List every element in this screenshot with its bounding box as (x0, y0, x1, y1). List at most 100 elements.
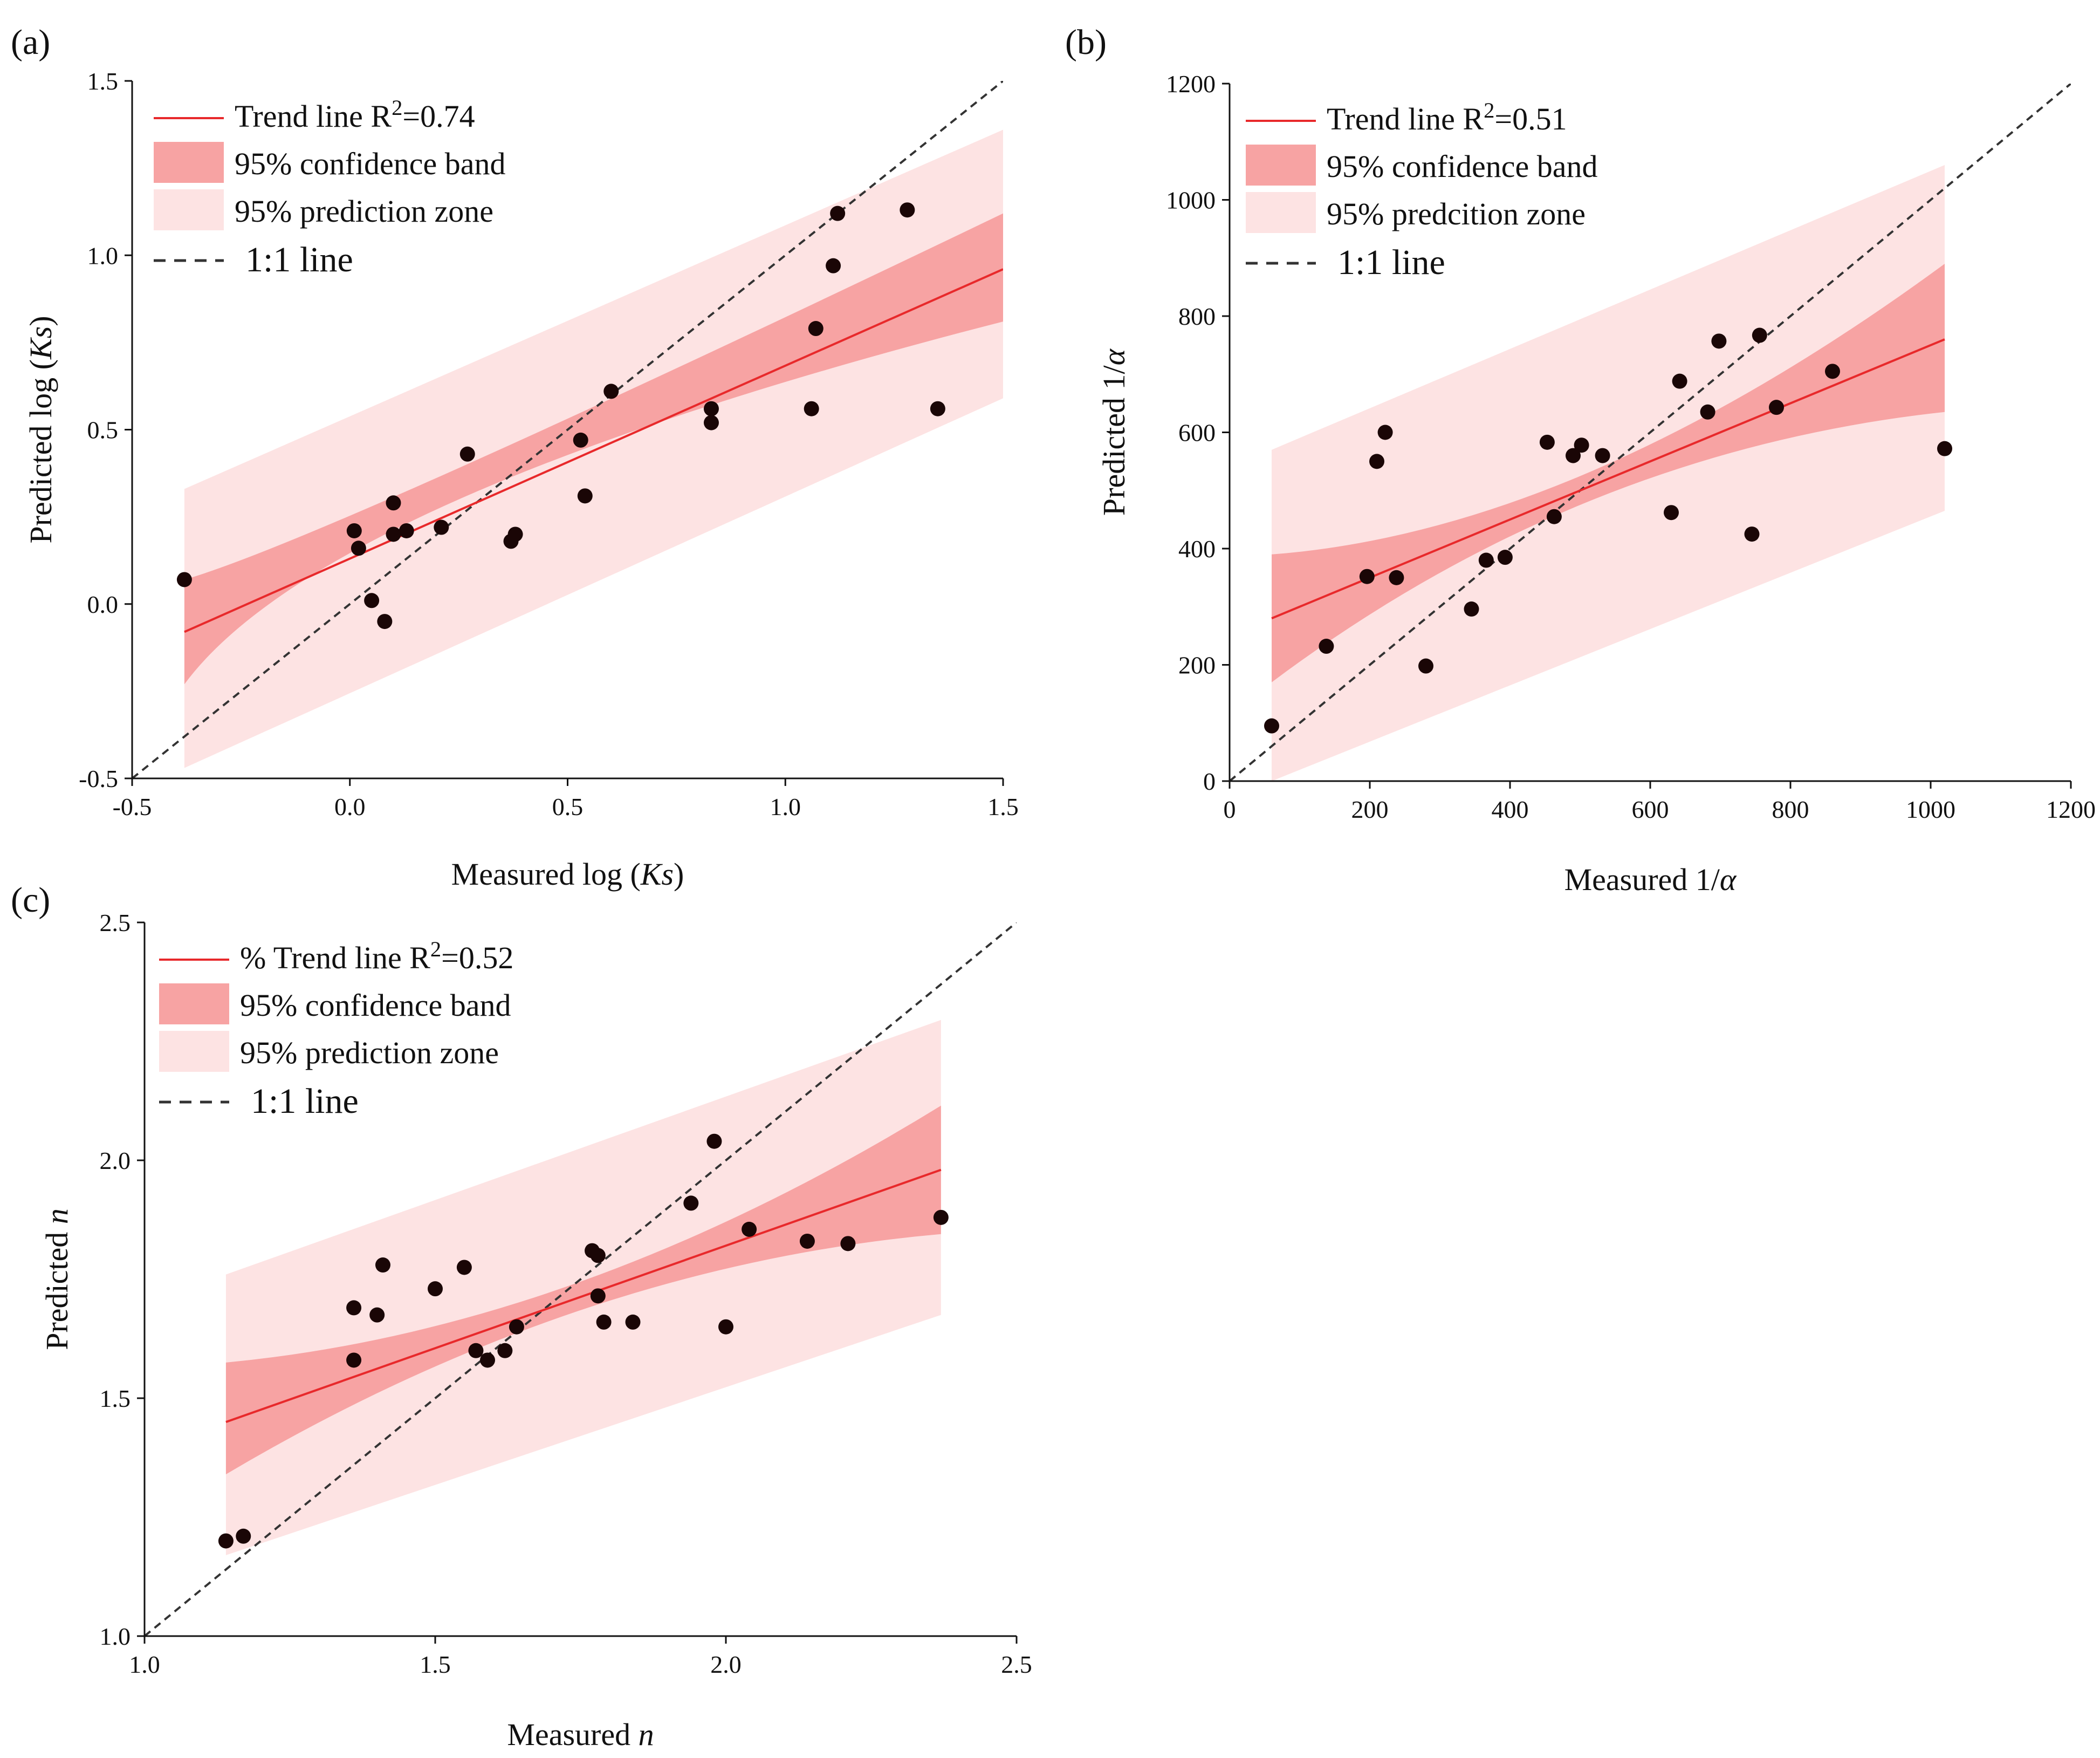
legend-prediction-label: 95% prediction zone (235, 194, 493, 229)
data-point (742, 1221, 757, 1237)
data-point (1359, 569, 1375, 584)
x-tick-label: 2.0 (710, 1651, 742, 1678)
x-tick-label: 0 (1224, 796, 1236, 823)
x-tick-label: 1.0 (129, 1651, 160, 1678)
confidence-band-c (225, 1105, 941, 1475)
data-point (1478, 552, 1494, 568)
data-point (1369, 454, 1384, 469)
trend-line-b (1271, 338, 1945, 620)
data-point (509, 1319, 524, 1335)
data-point (596, 1314, 612, 1330)
legend-a: Trend line R2=0.74 95% confidence band 95%… (154, 95, 505, 279)
data-point (1937, 441, 1952, 456)
data-point (1769, 400, 1784, 415)
x-tick-label: 0.0 (334, 793, 366, 820)
data-point (799, 1233, 815, 1249)
data-point (1264, 718, 1279, 734)
data-point (625, 1314, 641, 1330)
data-point (603, 384, 619, 399)
x-tick-label: 0.5 (552, 793, 584, 820)
data-point (706, 1133, 722, 1149)
one-to-one-line-b (1230, 84, 2071, 781)
data-point (428, 1281, 443, 1297)
legend-prediction-label: 95% predcition zone (1327, 196, 1586, 231)
plot-area-c (145, 922, 1017, 1636)
data-point (900, 202, 915, 218)
data-point (804, 401, 819, 416)
data-point (1595, 448, 1610, 463)
y-axis-title-b: Predicted 1/α (1096, 348, 1131, 516)
data-point (375, 1257, 390, 1273)
data-point (507, 526, 523, 542)
chart-panel-b: 0 200 400 600 800 1000 1200 0 200 400 600 800 1000 12… (1065, 23, 2096, 897)
x-tick-label: 1000 (1906, 796, 1955, 823)
x-tick-label: 1.5 (420, 1651, 451, 1678)
data-point (1672, 373, 1687, 389)
legend-one-to-one-label: 1:1 line (1337, 243, 1445, 282)
legend-confidence-swatch (1246, 145, 1316, 186)
data-point (1497, 550, 1513, 565)
legend-prediction-swatch (154, 189, 224, 230)
data-point (933, 1209, 949, 1225)
legend-b: Trend line R2=0.51 95% confidence band 95%… (1246, 98, 1597, 282)
data-point (377, 614, 393, 630)
data-point (218, 1533, 234, 1549)
y-tick-label: 1.5 (87, 67, 119, 95)
data-point (703, 415, 719, 430)
data-point (573, 432, 588, 448)
legend-confidence-label: 95% confidence band (1327, 149, 1597, 184)
data-point (364, 593, 380, 608)
data-point (1566, 448, 1581, 463)
legend-confidence-swatch (159, 983, 229, 1024)
y-tick-label: 200 (1178, 652, 1216, 679)
data-point (399, 523, 414, 538)
plot-area-a (132, 81, 1003, 778)
data-point (1574, 437, 1589, 453)
data-point (1711, 333, 1727, 349)
x-tick-label: 200 (1351, 796, 1389, 823)
y-tick-label: 800 (1178, 303, 1216, 330)
y-axis-title-c: Predicted n (39, 1208, 74, 1350)
data-points-a (176, 202, 945, 630)
data-point (1389, 570, 1404, 585)
x-axis-title-b: Measured 1/α (1564, 862, 1737, 897)
legend-trend-label: Trend line R2=0.51 (1327, 98, 1567, 137)
panel-label-a: (a) (11, 23, 50, 62)
y-tick-label: 0 (1203, 768, 1216, 795)
legend-one-to-one-label: 1:1 line (251, 1082, 359, 1121)
data-point (826, 258, 841, 273)
data-point (346, 523, 362, 538)
panel-label-c: (c) (11, 880, 50, 920)
data-point (1546, 509, 1562, 524)
y-tick-label: 1200 (1166, 70, 1216, 98)
data-point (703, 401, 719, 416)
data-point (459, 446, 475, 462)
data-point (1418, 658, 1433, 674)
y-tick-label: 0.5 (87, 416, 119, 444)
data-point (683, 1195, 699, 1211)
chart-panel-c: 1.0 1.5 2.0 2.5 1.0 1.5 2.0 2.5 Measured n Predic… (11, 880, 1032, 1752)
legend-c: % Trend line R2=0.52 95% confidence band 9… (159, 937, 513, 1121)
y-tick-label: 2.5 (100, 909, 131, 936)
y-tick-label: 1000 (1166, 187, 1216, 214)
data-point (808, 321, 823, 337)
legend-confidence-label: 95% confidence band (240, 988, 511, 1023)
y-tick-label: 0.0 (87, 591, 119, 618)
data-point (346, 1352, 362, 1368)
data-point (456, 1260, 472, 1275)
legend-trend-label: % Trend line R2=0.52 (240, 937, 513, 976)
panel-label-b: (b) (1065, 23, 1107, 62)
data-point (480, 1352, 496, 1368)
x-tick-label: 1200 (2046, 796, 2096, 823)
data-point (830, 206, 846, 221)
data-point (1464, 601, 1479, 617)
confidence-band-b (1272, 264, 1945, 682)
data-point (346, 1300, 362, 1316)
trend-line-c (225, 1168, 942, 1423)
data-point (434, 519, 449, 535)
y-axis-title-a: Predicted log (Ks) (23, 316, 58, 543)
x-tick-label: 1.0 (770, 793, 801, 820)
y-tick-label: 400 (1178, 535, 1216, 563)
data-point (1825, 364, 1840, 379)
x-tick-label: 400 (1492, 796, 1529, 823)
